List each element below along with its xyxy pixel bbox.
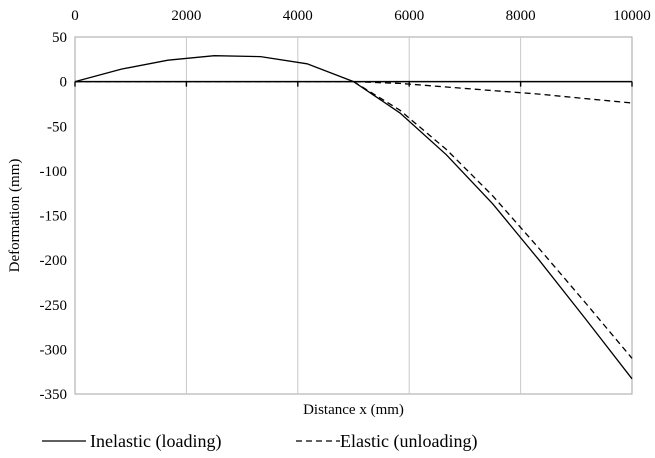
series-line-2 [75, 80, 633, 104]
x-tick-label: 4000 [283, 8, 313, 24]
series-line-1 [74, 55, 633, 380]
y-tick-label: -350 [40, 387, 68, 403]
x-axis-title: Distance x (mm) [303, 402, 404, 418]
y-tick-label: -50 [47, 119, 67, 135]
x-tick-label: 6000 [394, 8, 424, 24]
x-tick-label: 8000 [506, 8, 536, 24]
y-tick-label: -250 [40, 298, 68, 314]
y-tick-label: -300 [40, 342, 68, 358]
series-layer [74, 55, 633, 380]
grid-lines [185, 37, 522, 394]
x-tick-label: 0 [71, 8, 79, 24]
x-tick-labels: 0 2000 4000 6000 8000 10000 [71, 8, 651, 24]
legend-label: Elastic (unloading) [340, 431, 477, 452]
legend: Inelastic (loading) Elastic (unloading) [42, 431, 477, 452]
plot-border [74, 36, 633, 395]
y-tick-label: 50 [52, 30, 67, 46]
x-tick-label: 2000 [171, 8, 201, 24]
x-tick-label: 10000 [613, 8, 651, 24]
y-tick-label: -200 [40, 253, 68, 269]
y-tick-labels: 50 0 -50 -100 -150 -200 -250 -300 -350 [40, 30, 68, 403]
y-tick-label: -100 [40, 164, 68, 180]
y-tick-label: -150 [40, 209, 68, 225]
series-line-3 [353, 81, 633, 359]
y-tick-label: 0 [60, 75, 68, 91]
legend-label: Inelastic (loading) [90, 431, 221, 452]
plot-area [74, 36, 633, 395]
y-axis-title: Deformation (mm) [7, 159, 23, 273]
